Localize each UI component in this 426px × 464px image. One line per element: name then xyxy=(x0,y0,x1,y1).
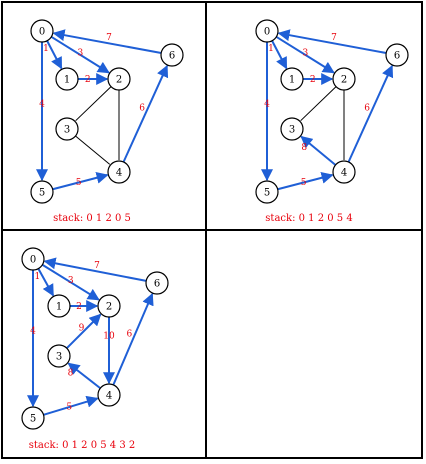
edge-weight-label: 3 xyxy=(68,276,74,286)
graph-node-label: 2 xyxy=(106,302,112,313)
edge-0-1 xyxy=(38,269,53,296)
graph-node-label: 3 xyxy=(56,352,62,363)
panel-step-3: 1 3 7 2 4 5 6 8 9 10 0 1 2 3 4 5 6 xyxy=(22,248,168,429)
edge-weight-label: 8 xyxy=(68,369,74,379)
stack-label-step-2: stack: 0 1 2 0 5 4 xyxy=(265,213,352,224)
edge-2-3 xyxy=(301,87,336,121)
graph-node-label: 4 xyxy=(341,168,347,179)
graph-node-label: 1 xyxy=(64,75,70,86)
edge-0-1 xyxy=(272,41,286,69)
graph-node-label: 4 xyxy=(116,168,122,179)
edge-weight-label: 2 xyxy=(310,75,316,85)
edge-weight-label: 4 xyxy=(39,99,45,109)
edge-weight-label: 3 xyxy=(77,48,83,58)
graph-node-label: 1 xyxy=(289,75,295,86)
graph-node-label: 5 xyxy=(264,188,270,199)
graph-node-label: 0 xyxy=(264,27,270,38)
edge-weight-label: 7 xyxy=(331,33,337,43)
edge-weight-label: 2 xyxy=(76,302,82,312)
graph-node-label: 6 xyxy=(169,51,175,62)
edge-0-1 xyxy=(47,41,61,69)
edge-weight-label: 10 xyxy=(103,332,115,342)
edge-weight-label: 7 xyxy=(106,33,112,43)
graph-node-label: 2 xyxy=(116,75,122,86)
graph-node-label: 2 xyxy=(341,75,347,86)
stack-label-step-3: stack: 0 1 2 0 5 4 3 2 xyxy=(29,440,135,451)
edge-weight-label: 3 xyxy=(302,48,308,58)
stack-label-step-1: stack: 0 1 2 0 5 xyxy=(53,213,131,224)
edge-weight-label: 6 xyxy=(139,104,145,114)
edge-weight-label: 6 xyxy=(127,329,133,339)
edge-weight-label: 5 xyxy=(76,178,82,188)
edge-weight-label: 8 xyxy=(301,143,307,153)
graph-node-label: 6 xyxy=(394,51,400,62)
edge-weight-label: 1 xyxy=(43,44,49,54)
edge-weight-label: 2 xyxy=(85,75,91,85)
graph-node-label: 5 xyxy=(39,188,45,199)
edge-weight-label: 4 xyxy=(264,99,270,109)
graph-node-label: 0 xyxy=(39,27,45,38)
edge-weight-label: 5 xyxy=(301,178,307,188)
edge-weight-label: 6 xyxy=(364,104,370,114)
panel-step-2: 1 3 7 2 4 5 6 8 0 1 2 3 4 5 6 xyxy=(256,20,408,203)
edge-weight-label: 5 xyxy=(66,403,72,413)
edge-weight-label: 1 xyxy=(35,272,41,282)
edge-weight-label: 9 xyxy=(79,324,85,334)
graph-node-label: 4 xyxy=(106,391,112,402)
graph-node-label: 3 xyxy=(64,125,70,136)
edge-3-4 xyxy=(75,136,109,164)
edge-weight-label: 1 xyxy=(268,44,274,54)
edge-2-3 xyxy=(76,87,111,121)
graph-node-label: 3 xyxy=(289,125,295,136)
graph-node-label: 6 xyxy=(154,279,160,290)
graph-node-label: 5 xyxy=(30,414,36,425)
edge-weight-label: 4 xyxy=(30,327,36,337)
panel-step-1: 1 3 7 2 4 5 6 0 1 2 3 4 5 6 xyxy=(31,20,183,203)
graph-node-label: 0 xyxy=(30,255,36,266)
edge-weight-label: 7 xyxy=(94,261,100,271)
graph-node-label: 1 xyxy=(56,302,62,313)
